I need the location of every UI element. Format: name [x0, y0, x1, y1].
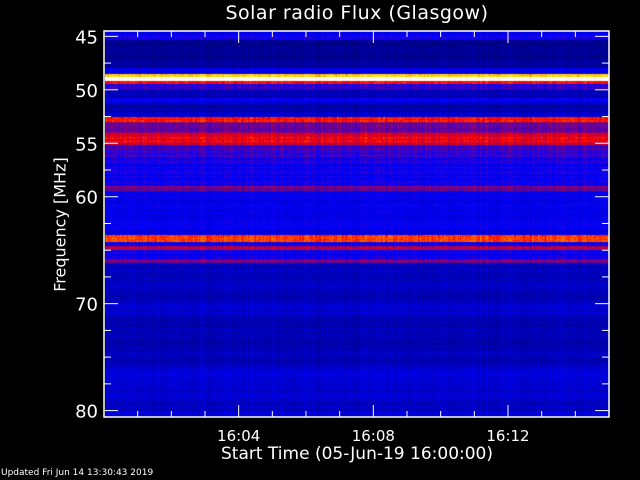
x-tick-label: 16:04 [217, 427, 260, 445]
y-tick-label: 45 [75, 27, 98, 48]
y-tick-label: 55 [75, 134, 98, 155]
chart-title: Solar radio Flux (Glasgow) [225, 2, 489, 24]
y-tick-label: 70 [75, 295, 98, 316]
x-tick-label: 16:08 [352, 427, 395, 445]
x-axis-label: Start Time (05-Jun-19 16:00:00) [221, 444, 493, 464]
spectrogram-texture [105, 31, 609, 417]
y-tick-label: 80 [75, 402, 98, 423]
plot-frame [103, 30, 610, 418]
updated-timestamp: Updated Fri Jun 14 13:30:43 2019 [1, 468, 154, 478]
y-tick-label: 50 [75, 81, 98, 102]
x-tick-label: 16:12 [486, 427, 529, 445]
y-axis-label: Frequency [MHz] [50, 157, 70, 292]
y-tick-label: 60 [75, 188, 98, 209]
